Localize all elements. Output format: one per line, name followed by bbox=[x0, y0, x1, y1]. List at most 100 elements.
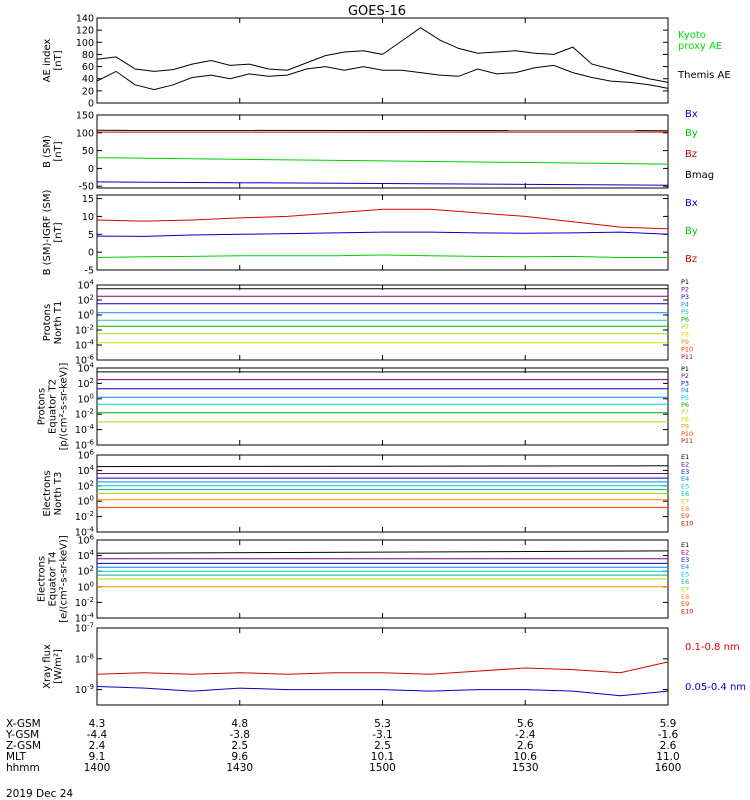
legend-p1: P1 bbox=[681, 365, 689, 373]
legend-p4: P4 bbox=[681, 301, 689, 309]
x-row-value: 1530 bbox=[512, 762, 539, 774]
x-row-value: 2.5 bbox=[231, 740, 248, 752]
y-axis-label: AE index[nT] bbox=[42, 39, 64, 83]
legend-p1: P1 bbox=[681, 278, 689, 286]
series-e1-line bbox=[96, 465, 669, 468]
y-tick-label: 102 bbox=[77, 377, 94, 390]
y-tick-label: -5 bbox=[85, 266, 94, 277]
y-axis-label: B (SM)-IGRF (SM)[nT] bbox=[42, 190, 64, 276]
legend-p6: P6 bbox=[681, 401, 689, 409]
legend-e8: E8 bbox=[681, 505, 689, 513]
y-axis-label: Xray flux[W/m²] bbox=[42, 644, 64, 689]
legend-e8: E8 bbox=[681, 593, 689, 601]
y-tick-label: 102 bbox=[77, 479, 94, 492]
y-tick-label: 5 bbox=[88, 230, 94, 241]
series-kyoto-proxy-ae-line bbox=[96, 64, 669, 91]
y-tick-label: 104 bbox=[77, 549, 94, 562]
y-tick-label: 20 bbox=[82, 86, 94, 97]
y-tick-label: 10-2 bbox=[75, 324, 94, 337]
x-row-label: Z-GSM bbox=[6, 740, 41, 752]
legend-e2: E2 bbox=[681, 548, 689, 556]
series-0-1-0-8-nm-line bbox=[96, 661, 669, 675]
y-tick-label: 10-4 bbox=[75, 423, 95, 436]
x-row-value: 1400 bbox=[84, 762, 111, 774]
y-tick-label: 10-2 bbox=[75, 596, 94, 609]
plot-date: 2019 Dec 24 bbox=[6, 788, 73, 800]
legend-p9: P9 bbox=[681, 423, 689, 431]
panel-frame bbox=[96, 114, 669, 189]
y-tick-label: 100 bbox=[77, 495, 94, 508]
legend-e9: E9 bbox=[681, 600, 689, 608]
series-bx-line bbox=[96, 231, 669, 237]
y-tick-label: 10-9 bbox=[75, 683, 94, 696]
legend-bz: Bz bbox=[685, 254, 697, 265]
panel-xray: 10-9 10-8 10-7 Xray flux[W/m²] 0.1-0.8 nm 0.0… bbox=[42, 622, 746, 706]
x-row-value: 5.9 bbox=[660, 718, 677, 730]
y-tick-label: 10-7 bbox=[75, 622, 94, 635]
x-row-value: -1.6 bbox=[658, 729, 679, 741]
y-tick-label: 150 bbox=[76, 111, 94, 122]
y-tick-label: 10-8 bbox=[75, 652, 94, 665]
y-tick-label: 0 bbox=[88, 164, 94, 175]
legend-e5: E5 bbox=[681, 483, 689, 491]
legend-e7: E7 bbox=[681, 585, 689, 593]
legend-p11: P11 bbox=[681, 353, 693, 361]
x-row-value: -2.4 bbox=[515, 729, 536, 741]
panel-bigrf: -5 0 5 10 15 B (SM)-IGRF (SM)[nT] Bx By Bz bbox=[42, 190, 698, 277]
legend-p6: P6 bbox=[681, 316, 689, 324]
legend-p3: P3 bbox=[681, 379, 689, 387]
legend-bmag: Bmag bbox=[685, 170, 714, 181]
legend-e10: E10 bbox=[681, 608, 693, 616]
y-tick-label: 80 bbox=[82, 50, 94, 61]
x-row-value: -3.8 bbox=[230, 729, 251, 741]
x-row-label: hhmm bbox=[6, 762, 40, 774]
legend-e4: E4 bbox=[681, 563, 689, 571]
x-row-value: 5.3 bbox=[374, 718, 391, 730]
y-tick-label: 40 bbox=[82, 74, 94, 85]
legend-e6: E6 bbox=[681, 490, 689, 498]
x-row-value: 2.6 bbox=[660, 740, 677, 752]
y-tick-label: 0 bbox=[88, 248, 94, 259]
legend-e5: E5 bbox=[681, 571, 689, 579]
y-tick-label: 140 bbox=[76, 14, 94, 25]
legend-e2: E2 bbox=[681, 460, 689, 468]
y-axis-label: ElectronsEquator T4[e/(cm²-s-sr-keV)] bbox=[37, 535, 70, 623]
x-row-value: 2.4 bbox=[89, 740, 106, 752]
y-tick-label: 106 bbox=[77, 449, 94, 462]
legend-p10: P10 bbox=[681, 346, 693, 354]
legend-p4: P4 bbox=[681, 387, 689, 395]
x-row-value: 1600 bbox=[655, 762, 682, 774]
y-axis-label: ProtonsEquator T2[p/(cm²-s-sr-keV)] bbox=[37, 363, 70, 451]
legend-bx: Bx bbox=[685, 198, 698, 209]
y-tick-label: -50 bbox=[78, 182, 94, 193]
legend-p7: P7 bbox=[681, 323, 689, 331]
x-row-value: 9.1 bbox=[89, 751, 106, 763]
x-row-label: Y-GSM bbox=[5, 729, 39, 741]
legend-e7: E7 bbox=[681, 497, 689, 505]
y-axis-label: ElectronsNorth T3 bbox=[42, 470, 64, 516]
y-axis-label: B (SM)[nT] bbox=[42, 135, 64, 168]
y-tick-label: 10-4 bbox=[75, 339, 95, 352]
y-tick-label: 10 bbox=[82, 212, 94, 223]
y-tick-label: 100 bbox=[77, 580, 94, 593]
legend-p5: P5 bbox=[681, 394, 689, 402]
y-tick-label: 100 bbox=[77, 392, 94, 405]
y-tick-label: 10-2 bbox=[75, 510, 94, 523]
legend-0-1-0-8-nm: 0.1-0.8 nm bbox=[685, 642, 740, 653]
legend-p8: P8 bbox=[681, 331, 689, 339]
y-tick-label: 104 bbox=[77, 279, 94, 292]
y-tick-label: 104 bbox=[77, 464, 94, 477]
legend-p11: P11 bbox=[681, 437, 693, 445]
legend-kyoto-proxy-ae: Kyoto proxy AE bbox=[678, 30, 722, 52]
x-row-label: MLT bbox=[6, 751, 26, 763]
legend-p7: P7 bbox=[681, 408, 689, 416]
y-tick-label: 100 bbox=[76, 38, 94, 49]
y-tick-label: 60 bbox=[82, 62, 94, 73]
legend-by: By bbox=[685, 128, 698, 139]
series-bz-line bbox=[96, 208, 669, 230]
y-axis-label: ProtonsNorth T1 bbox=[42, 301, 64, 345]
